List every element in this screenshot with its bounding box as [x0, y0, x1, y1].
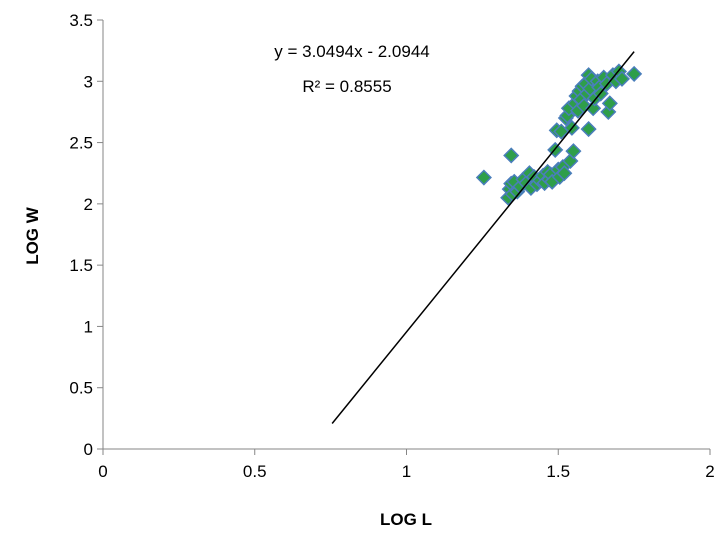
data-point [601, 95, 618, 112]
y-axis-title: LOG W [23, 206, 42, 265]
y-tick-label: 1 [84, 317, 93, 336]
x-tick-label: 1 [402, 462, 411, 481]
data-point [565, 143, 582, 160]
x-tick-label: 1.5 [546, 462, 570, 481]
y-tick-label: 2.5 [69, 134, 93, 153]
y-tick-label: 0 [84, 440, 93, 459]
y-tick-label: 1.5 [69, 256, 93, 275]
data-point [626, 65, 643, 82]
data-point [613, 70, 631, 87]
data-point [475, 169, 492, 186]
y-tick-label: 0.5 [69, 379, 93, 398]
x-tick-label: 0.5 [243, 462, 267, 481]
data-point [585, 100, 602, 117]
x-axis-ticks: 0 0.5 1 1.5 2 [98, 449, 715, 481]
data-points [475, 63, 643, 206]
y-tick-label: 2 [84, 195, 93, 214]
data-point [580, 121, 597, 138]
equation-annotation: y = 3.0494x - 2.0944 [274, 42, 429, 61]
x-axis-title: LOG L [380, 510, 432, 529]
r-squared-annotation: R² = 0.8555 [302, 77, 391, 96]
trendline [331, 51, 635, 424]
y-tick-label: 3 [84, 72, 93, 91]
y-tick-label: 3.5 [69, 11, 93, 30]
data-point [556, 165, 573, 182]
x-tick-label: 2 [705, 462, 714, 481]
x-tick-label: 0 [98, 462, 107, 481]
y-axis-ticks: 0 0.5 1 1.5 2 2.5 3 3.5 [69, 11, 103, 459]
data-point [503, 147, 520, 164]
